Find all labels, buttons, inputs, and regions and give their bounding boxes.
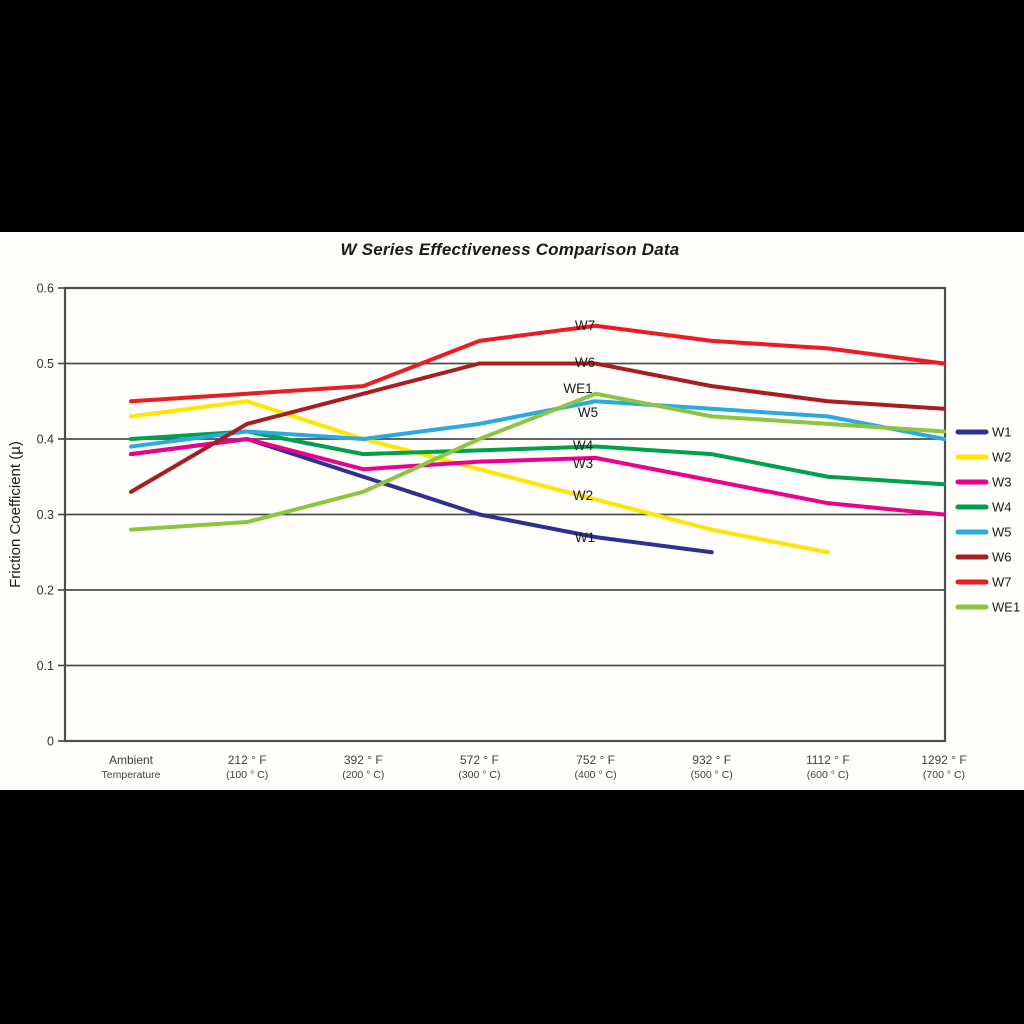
x-tick-label-c: (400 ° C) [575, 769, 617, 781]
series-label-W3: W3 [573, 456, 593, 471]
series-line-W4 [129, 429, 946, 487]
x-tick-label-c: (500 ° C) [691, 769, 733, 781]
chart-canvas: W Series Effectiveness Comparison Data 0… [0, 232, 1024, 790]
x-tick-label-c: (300 ° C) [458, 769, 500, 781]
series-line-W7 [129, 323, 946, 404]
x-tick-label-c: Temperature [102, 769, 161, 781]
line-chart: 0 0.1 0.2 0.3 0.4 0.5 0.6 Ambient Temperature 212… [7, 282, 1020, 782]
series-label-WE1: WE1 [563, 381, 592, 396]
legend-label-W3: W3 [992, 475, 1012, 490]
x-tick-label-f: Ambient [109, 753, 154, 767]
x-tick-label-c: (700 ° C) [923, 769, 965, 781]
legend-label-W7: W7 [992, 575, 1012, 590]
legend-label-WE1: WE1 [992, 600, 1020, 615]
legend-label-W4: W4 [992, 500, 1012, 515]
x-tick-label-f: 1112 ° F [806, 753, 850, 767]
series-line-W5 [129, 399, 946, 449]
series-line-W2 [129, 399, 830, 555]
y-tick-label: 0.4 [37, 433, 54, 447]
series-label-W1: W1 [575, 530, 595, 545]
y-tick-label: 0.2 [37, 584, 54, 598]
series-label-W6: W6 [575, 355, 595, 370]
y-tick-label: 0.1 [37, 659, 54, 673]
x-tick-label-f: 572 ° F [460, 753, 499, 767]
legend-label-W2: W2 [992, 450, 1012, 465]
y-tick-label: 0.3 [37, 508, 54, 522]
x-tick-label-f: 212 ° F [228, 753, 267, 767]
legend-label-W1: W1 [992, 425, 1012, 440]
series-label-W4: W4 [573, 438, 594, 453]
x-tick-label-f: 392 ° F [344, 753, 383, 767]
y-axis-title: Friction Coefficient (µ) [7, 441, 24, 588]
legend-label-W6: W6 [992, 550, 1012, 565]
legend-label-W5: W5 [992, 525, 1012, 540]
x-tick-label-c: (600 ° C) [807, 769, 849, 781]
y-tick-label: 0.5 [37, 357, 54, 371]
x-tick-label-c: (200 ° C) [342, 769, 384, 781]
x-tick-label-f: 932 ° F [692, 753, 731, 767]
chart-title: W Series Effectiveness Comparison Data [340, 240, 680, 259]
x-tick-label-f: 1292 ° F [921, 753, 967, 767]
series-label-W7: W7 [575, 318, 595, 333]
series-label-W5: W5 [578, 405, 598, 420]
series-line-WE1 [129, 391, 946, 532]
y-tick-label: 0 [47, 735, 54, 749]
x-tick-label-f: 752 ° F [576, 753, 615, 767]
x-tick-label-c: (100 ° C) [226, 769, 268, 781]
series-line-W3 [129, 437, 946, 517]
series-line-W6 [129, 361, 946, 494]
series-label-W2: W2 [573, 488, 593, 503]
y-tick-label: 0.6 [37, 282, 54, 296]
